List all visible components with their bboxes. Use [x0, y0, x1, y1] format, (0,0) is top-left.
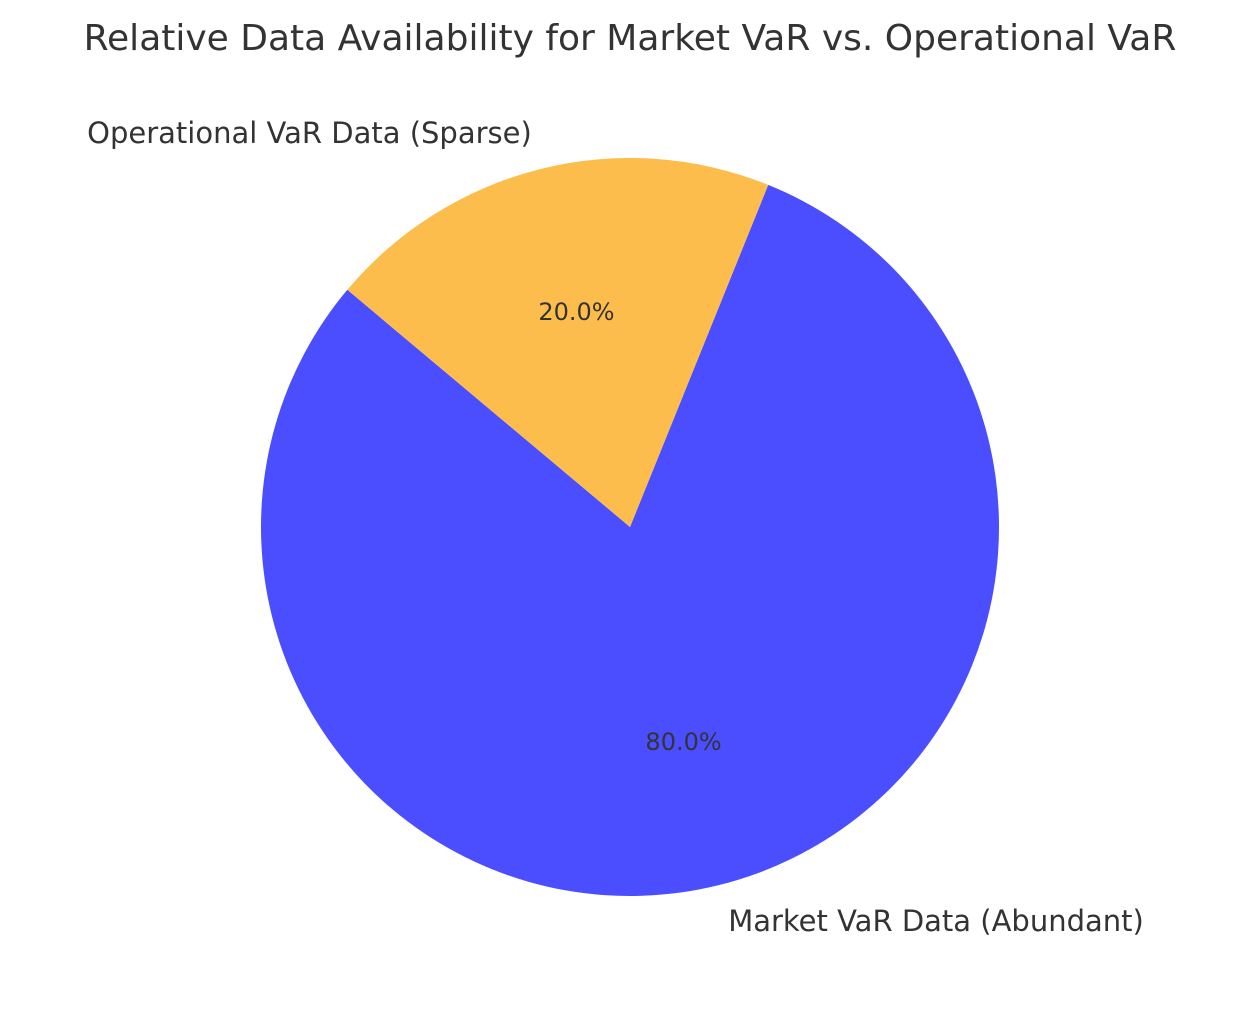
pie-slices [260, 158, 999, 897]
chart-title: Relative Data Availability for Market Va… [84, 18, 1177, 59]
slice-percent-label-1: 20.0% [538, 298, 614, 326]
slice-category-label-1: Operational VaR Data (Sparse) [87, 116, 532, 150]
pie-slice-1 [347, 158, 769, 527]
pie-labels: 80.0% Market VaR Data (Abundant) 20.0% Oper… [87, 116, 1144, 938]
slice-category-label-0: Market VaR Data (Abundant) [728, 904, 1144, 938]
slice-percent-label-0: 80.0% [645, 728, 721, 756]
pie-slice-0 [260, 184, 999, 897]
